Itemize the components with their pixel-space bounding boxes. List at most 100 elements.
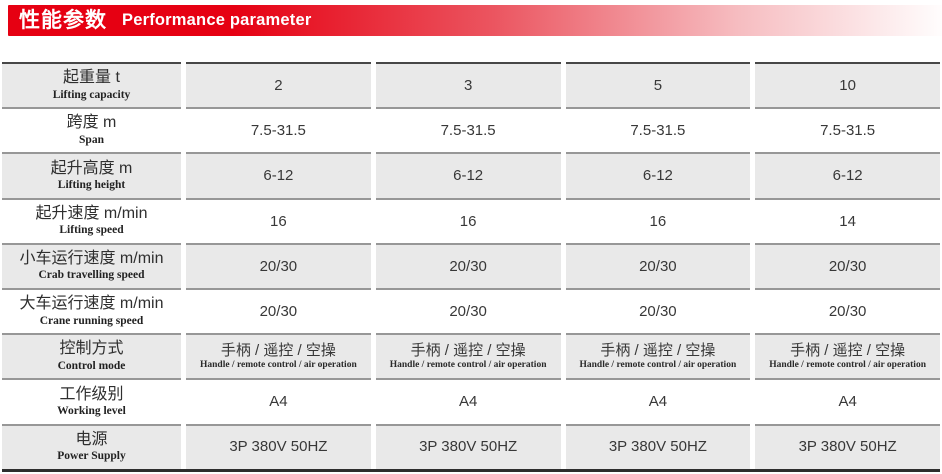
value-cell: 6-12	[755, 152, 940, 198]
row-header: 跨度 m Span	[2, 107, 181, 153]
value-cell: 20/30	[565, 287, 751, 334]
row-header: 起升速度 m/min Lifting speed	[2, 197, 181, 243]
value-cell: 10	[755, 62, 940, 108]
row-label-zh: 工作级别	[59, 385, 124, 403]
cell-value: 手柄 / 遥控 / 空操	[790, 342, 906, 360]
value-cell: 7.5-31.5	[755, 107, 940, 153]
row-label-en: Lifting capacity	[52, 88, 131, 101]
cell-value: 16	[649, 212, 667, 230]
row-header: 起升高度 m Lifting height	[2, 152, 181, 198]
value-cell: 14	[755, 197, 940, 243]
row-label-zh: 起升高度 m	[50, 159, 133, 177]
row-label-zh: 跨度 m	[66, 114, 117, 132]
cell-value: 16	[270, 212, 287, 230]
row-header: 控制方式 Control mode	[2, 333, 181, 379]
row-label-en: Lifting speed	[59, 224, 124, 237]
row-label-en: Power Supply	[57, 450, 126, 463]
row-header: 起重量 t Lifting capacity	[2, 62, 181, 108]
row-label-zh: 起升速度 m/min	[35, 204, 148, 222]
value-cell: 3P 380V 50HZ	[186, 423, 371, 469]
value-cell: 20/30	[375, 287, 561, 334]
section-title-zh: 性能参数	[19, 9, 107, 32]
cell-value: 3P 380V 50HZ	[229, 438, 328, 456]
cell-value: 手柄 / 遥控 / 空操	[410, 342, 526, 360]
cell-value: 14	[839, 212, 856, 230]
cell-value: A4	[648, 393, 668, 411]
row-label-en: Crane running speed	[39, 314, 144, 327]
value-cell: 7.5-31.5	[186, 107, 371, 153]
cell-value: 5	[653, 76, 663, 94]
value-cell: 7.5-31.5	[565, 107, 751, 153]
cell-value: 7.5-31.5	[820, 122, 876, 140]
cell-value: 20/30	[259, 302, 298, 320]
cell-value-sub: Handle / remote control / air operation	[769, 360, 926, 371]
cell-value: 3P 380V 50HZ	[798, 438, 897, 456]
row-label-en: Lifting height	[57, 179, 126, 192]
cell-value: 20/30	[639, 257, 677, 275]
row-label-zh: 大车运行速度 m/min	[19, 295, 164, 313]
value-cell: A4	[186, 378, 371, 424]
cell-value: 6-12	[832, 167, 863, 185]
value-cell: 6-12	[375, 152, 561, 198]
performance-parameter-table: 起重量 t Lifting capacity 2 3 5 10 跨度 m Span 7.5-31…	[2, 62, 940, 472]
cell-value: 3P 380V 50HZ	[419, 438, 518, 456]
row-label-zh: 电源	[75, 430, 108, 448]
value-cell: 16	[375, 197, 561, 243]
row-header: 工作级别 Working level	[2, 378, 181, 424]
cell-value: 10	[839, 76, 856, 94]
cell-value: 7.5-31.5	[630, 122, 686, 140]
value-cell: 3P 380V 50HZ	[375, 423, 561, 469]
row-header: 小车运行速度 m/min Crab travelling speed	[2, 242, 181, 288]
cell-value: 7.5-31.5	[440, 122, 496, 140]
value-cell: 3P 380V 50HZ	[755, 423, 940, 469]
cell-value: 3P 380V 50HZ	[608, 438, 707, 456]
value-cell: 20/30	[755, 242, 940, 288]
cell-value: 3	[463, 76, 473, 94]
value-cell: 手柄 / 遥控 / 空操 Handle / remote control / ai…	[375, 333, 561, 379]
value-cell: 3P 380V 50HZ	[565, 423, 751, 469]
row-label-en: Working level	[57, 404, 126, 417]
value-cell: 3	[375, 62, 561, 108]
parameter-grid: 起重量 t Lifting capacity 2 3 5 10 跨度 m Span 7.5-31…	[2, 62, 940, 469]
cell-value: 20/30	[828, 302, 867, 320]
row-label-zh: 起重量 t	[63, 69, 120, 87]
value-cell: 手柄 / 遥控 / 空操 Handle / remote control / ai…	[186, 333, 371, 379]
cell-value: A4	[269, 393, 288, 411]
cell-value-sub: Handle / remote control / air operation	[389, 360, 547, 371]
row-label-en: Span	[79, 133, 104, 146]
value-cell: 7.5-31.5	[375, 107, 561, 153]
cell-value: 16	[459, 212, 477, 230]
row-label-zh: 控制方式	[59, 340, 124, 358]
row-header: 大车运行速度 m/min Crane running speed	[2, 287, 181, 334]
row-label-en: Control mode	[57, 359, 126, 372]
cell-value: 20/30	[259, 257, 298, 275]
value-cell: 16	[186, 197, 371, 243]
row-header: 电源 Power Supply	[2, 423, 181, 469]
section-banner: 性能参数 Performance parameter	[8, 5, 942, 36]
row-label-zh: 小车运行速度 m/min	[19, 250, 164, 268]
cell-value: 7.5-31.5	[250, 122, 306, 140]
cell-value: A4	[838, 393, 857, 411]
value-cell: 5	[565, 62, 751, 108]
value-cell: 16	[565, 197, 751, 243]
value-cell: A4	[565, 378, 751, 424]
value-cell: 20/30	[186, 242, 371, 288]
cell-value: 6-12	[453, 167, 484, 185]
cell-value: 手柄 / 遥控 / 空操	[220, 342, 336, 360]
cell-value: 20/30	[639, 302, 677, 320]
value-cell: 20/30	[375, 242, 561, 288]
cell-value: 20/30	[449, 257, 487, 275]
cell-value-sub: Handle / remote control / air operation	[200, 360, 357, 371]
cell-value: 20/30	[449, 302, 487, 320]
value-cell: 20/30	[565, 242, 751, 288]
value-cell: 20/30	[186, 287, 371, 334]
value-cell: 20/30	[755, 287, 940, 334]
value-cell: 手柄 / 遥控 / 空操 Handle / remote control / ai…	[755, 333, 940, 379]
value-cell: 6-12	[186, 152, 371, 198]
cell-value-sub: Handle / remote control / air operation	[579, 360, 737, 371]
section-title-en: Performance parameter	[122, 11, 312, 30]
cell-value: 6-12	[263, 167, 294, 185]
value-cell: 2	[186, 62, 371, 108]
row-label-en: Crab travelling speed	[38, 269, 145, 282]
cell-value: 6-12	[642, 167, 673, 185]
